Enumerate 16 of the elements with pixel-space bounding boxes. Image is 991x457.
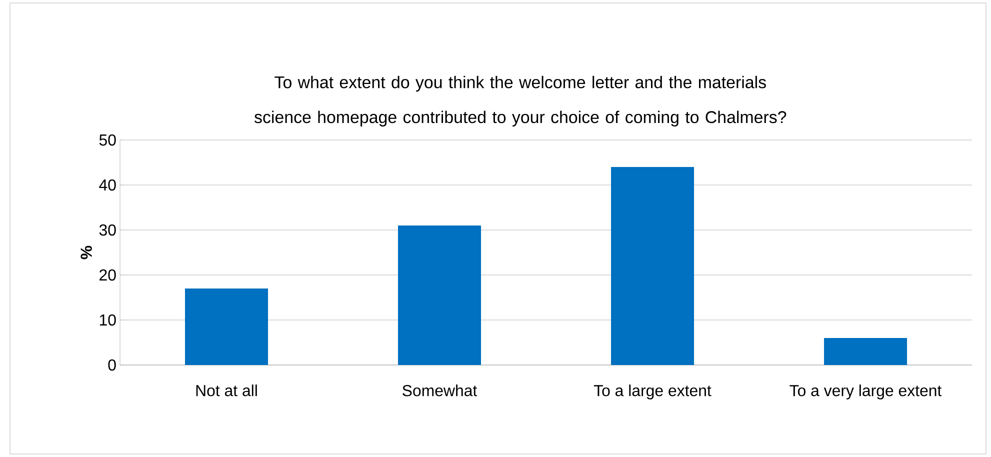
bar	[185, 288, 268, 365]
x-tick-label: To a very large extent	[790, 384, 942, 400]
x-tick-label: Somewhat	[402, 384, 478, 396]
y-axis-title: %	[80, 246, 92, 260]
y-tick-label: 0	[108, 359, 116, 371]
y-tick-label: 20	[100, 269, 116, 281]
bar	[611, 167, 694, 365]
y-tick-label: 40	[99, 179, 116, 191]
y-tick-label: 30	[99, 224, 116, 236]
y-tick-label: 50	[99, 134, 116, 146]
x-tick-label: To a large extent	[594, 384, 712, 400]
y-tick-label: 10	[100, 314, 116, 326]
chart-title: To what extent do you think the welcome letter and the materials science homepage contributed to your choice of coming to Chalmers?	[254, 76, 786, 127]
bar	[398, 226, 482, 365]
bar	[824, 338, 908, 365]
x-tick-label: Not at all	[196, 384, 257, 396]
